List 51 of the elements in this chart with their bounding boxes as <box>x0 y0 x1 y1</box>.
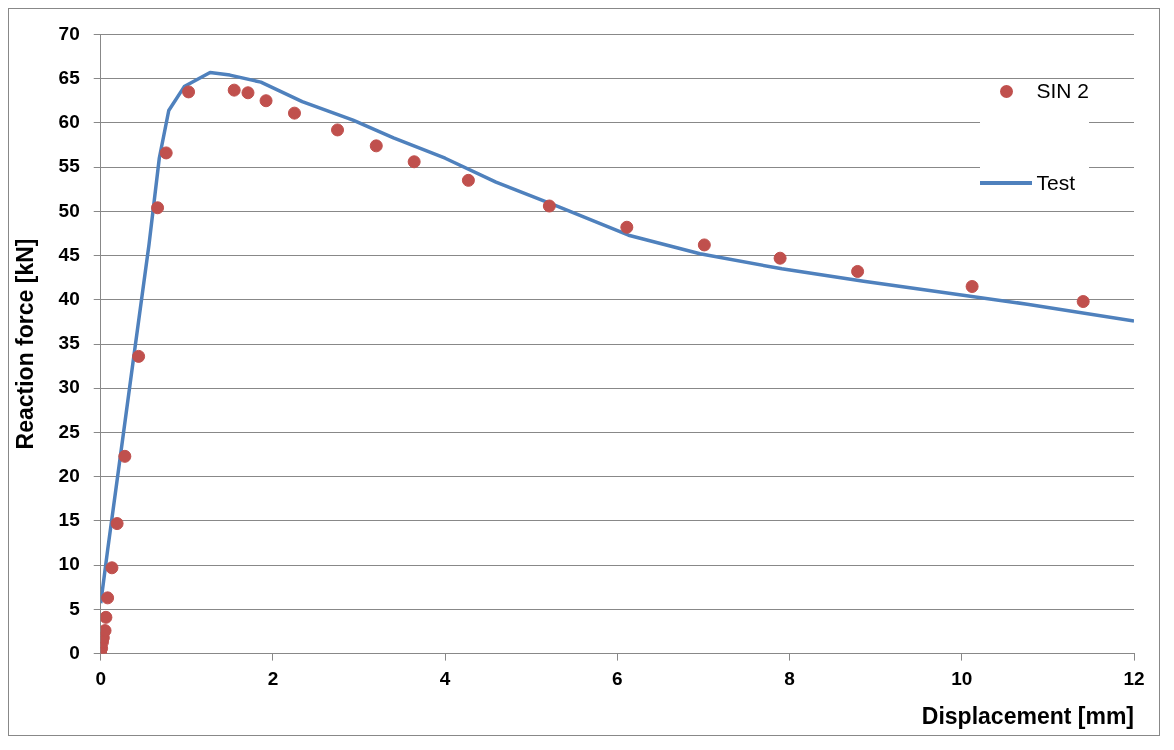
y-tick-label: 55 <box>58 155 81 177</box>
point <box>132 349 146 363</box>
point <box>105 561 119 575</box>
y-tick-label: 20 <box>58 464 80 486</box>
y-tick-label: 10 <box>58 553 80 575</box>
point <box>1076 295 1090 309</box>
legend-label: Test <box>1036 171 1075 195</box>
point <box>259 94 273 108</box>
x-tick-label: 6 <box>612 668 623 690</box>
point <box>965 280 979 293</box>
y-tick-label: 50 <box>58 199 80 221</box>
point <box>287 106 301 120</box>
point <box>151 201 165 215</box>
y-tick-label: 5 <box>69 597 81 619</box>
legend-label: SIN 2 <box>1036 79 1089 103</box>
y-tick-label: 40 <box>58 288 80 310</box>
point <box>851 264 865 278</box>
x-tick-label: 4 <box>439 668 451 690</box>
x-axis-title: Displacement [mm] <box>921 702 1134 729</box>
point <box>773 251 787 265</box>
point <box>101 591 115 605</box>
y-tick-label: 30 <box>58 376 80 398</box>
x-tick-label: 2 <box>267 668 279 690</box>
y-tick-label: 0 <box>69 641 80 663</box>
x-tick-label: 0 <box>95 668 107 690</box>
point <box>227 83 241 97</box>
point <box>369 139 383 153</box>
y-tick-label: 60 <box>58 111 80 133</box>
point <box>461 173 475 187</box>
point <box>110 517 124 531</box>
x-tick-label: 8 <box>784 668 795 690</box>
point <box>182 85 196 99</box>
point <box>407 155 421 169</box>
point <box>118 449 132 463</box>
point <box>542 199 556 213</box>
y-axis-title: Reaction force [kN] <box>12 238 39 450</box>
y-tick-label: 70 <box>58 22 80 44</box>
y-tick-label: 25 <box>58 420 81 442</box>
x-tick-label: 12 <box>1123 668 1145 690</box>
point <box>100 610 113 624</box>
point <box>159 146 173 160</box>
point <box>331 123 345 137</box>
point <box>100 624 112 638</box>
point <box>697 238 711 252</box>
x-tick-label: 10 <box>951 668 973 690</box>
y-tick-label: 35 <box>58 332 81 354</box>
y-tick-label: 65 <box>58 66 81 88</box>
y-tick-label: 45 <box>58 243 81 265</box>
point <box>241 86 255 100</box>
y-tick-label: 15 <box>58 509 81 531</box>
point <box>620 220 634 234</box>
